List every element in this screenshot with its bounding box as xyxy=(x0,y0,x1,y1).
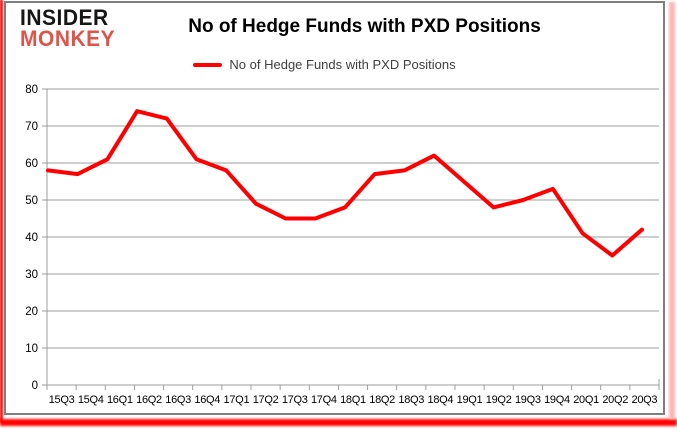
y-axis-label: 40 xyxy=(25,232,38,244)
chart-card: INSIDER MONKEY No of Hedge Funds with PX… xyxy=(4,1,665,415)
x-axis-label: 17Q1 xyxy=(224,394,250,406)
y-axis-label: 80 xyxy=(25,84,38,96)
logo-text-monkey: MONKEY xyxy=(20,26,116,51)
x-axis-label: 19Q1 xyxy=(457,394,483,406)
x-axis-label: 17Q4 xyxy=(311,394,337,406)
x-axis-label: 18Q1 xyxy=(340,394,366,406)
x-axis-label: 16Q3 xyxy=(165,394,191,406)
x-axis-label: 17Q3 xyxy=(282,394,308,406)
x-axis-label: 16Q2 xyxy=(136,394,162,406)
x-axis-label: 18Q4 xyxy=(428,394,454,406)
x-axis-label: 20Q2 xyxy=(602,394,628,406)
red-left-edge xyxy=(0,0,3,423)
chart-legend: No of Hedge Funds with PXD Positions xyxy=(6,57,643,72)
pink-right-edge xyxy=(669,2,675,419)
x-axis-label: 16Q1 xyxy=(107,394,133,406)
x-axis-label: 20Q1 xyxy=(573,394,599,406)
x-axis-label: 19Q4 xyxy=(544,394,570,406)
y-axis-label: 10 xyxy=(25,343,38,355)
y-axis-label: 30 xyxy=(25,269,38,281)
x-axis-label: 15Q4 xyxy=(78,394,104,406)
y-axis-label: 50 xyxy=(25,195,38,207)
y-axis-label: 70 xyxy=(25,121,38,133)
series-line xyxy=(46,109,644,258)
y-axis-label: 60 xyxy=(25,158,38,170)
x-axis-label: 18Q2 xyxy=(369,394,395,406)
chart-title: No of Hedge Funds with PXD Positions xyxy=(188,16,541,37)
x-axis-label: 18Q3 xyxy=(398,394,424,406)
insider-monkey-logo: INSIDER MONKEY xyxy=(20,5,116,51)
y-axis-label: 0 xyxy=(32,380,38,392)
legend-line-swatch xyxy=(193,62,223,67)
x-axis-label: 19Q3 xyxy=(515,394,541,406)
logo-text-insider: INSIDER xyxy=(20,5,109,31)
x-axis-label: 15Q3 xyxy=(49,394,75,406)
legend-label: No of Hedge Funds with PXD Positions xyxy=(229,57,456,72)
red-bottom-bar xyxy=(0,419,677,426)
x-axis-label: 17Q2 xyxy=(253,394,279,406)
x-axis-label: 19Q2 xyxy=(486,394,512,406)
y-axis-label: 20 xyxy=(25,306,38,318)
x-axis-label: 16Q4 xyxy=(194,394,220,406)
x-axis-label: 20Q3 xyxy=(632,394,658,406)
